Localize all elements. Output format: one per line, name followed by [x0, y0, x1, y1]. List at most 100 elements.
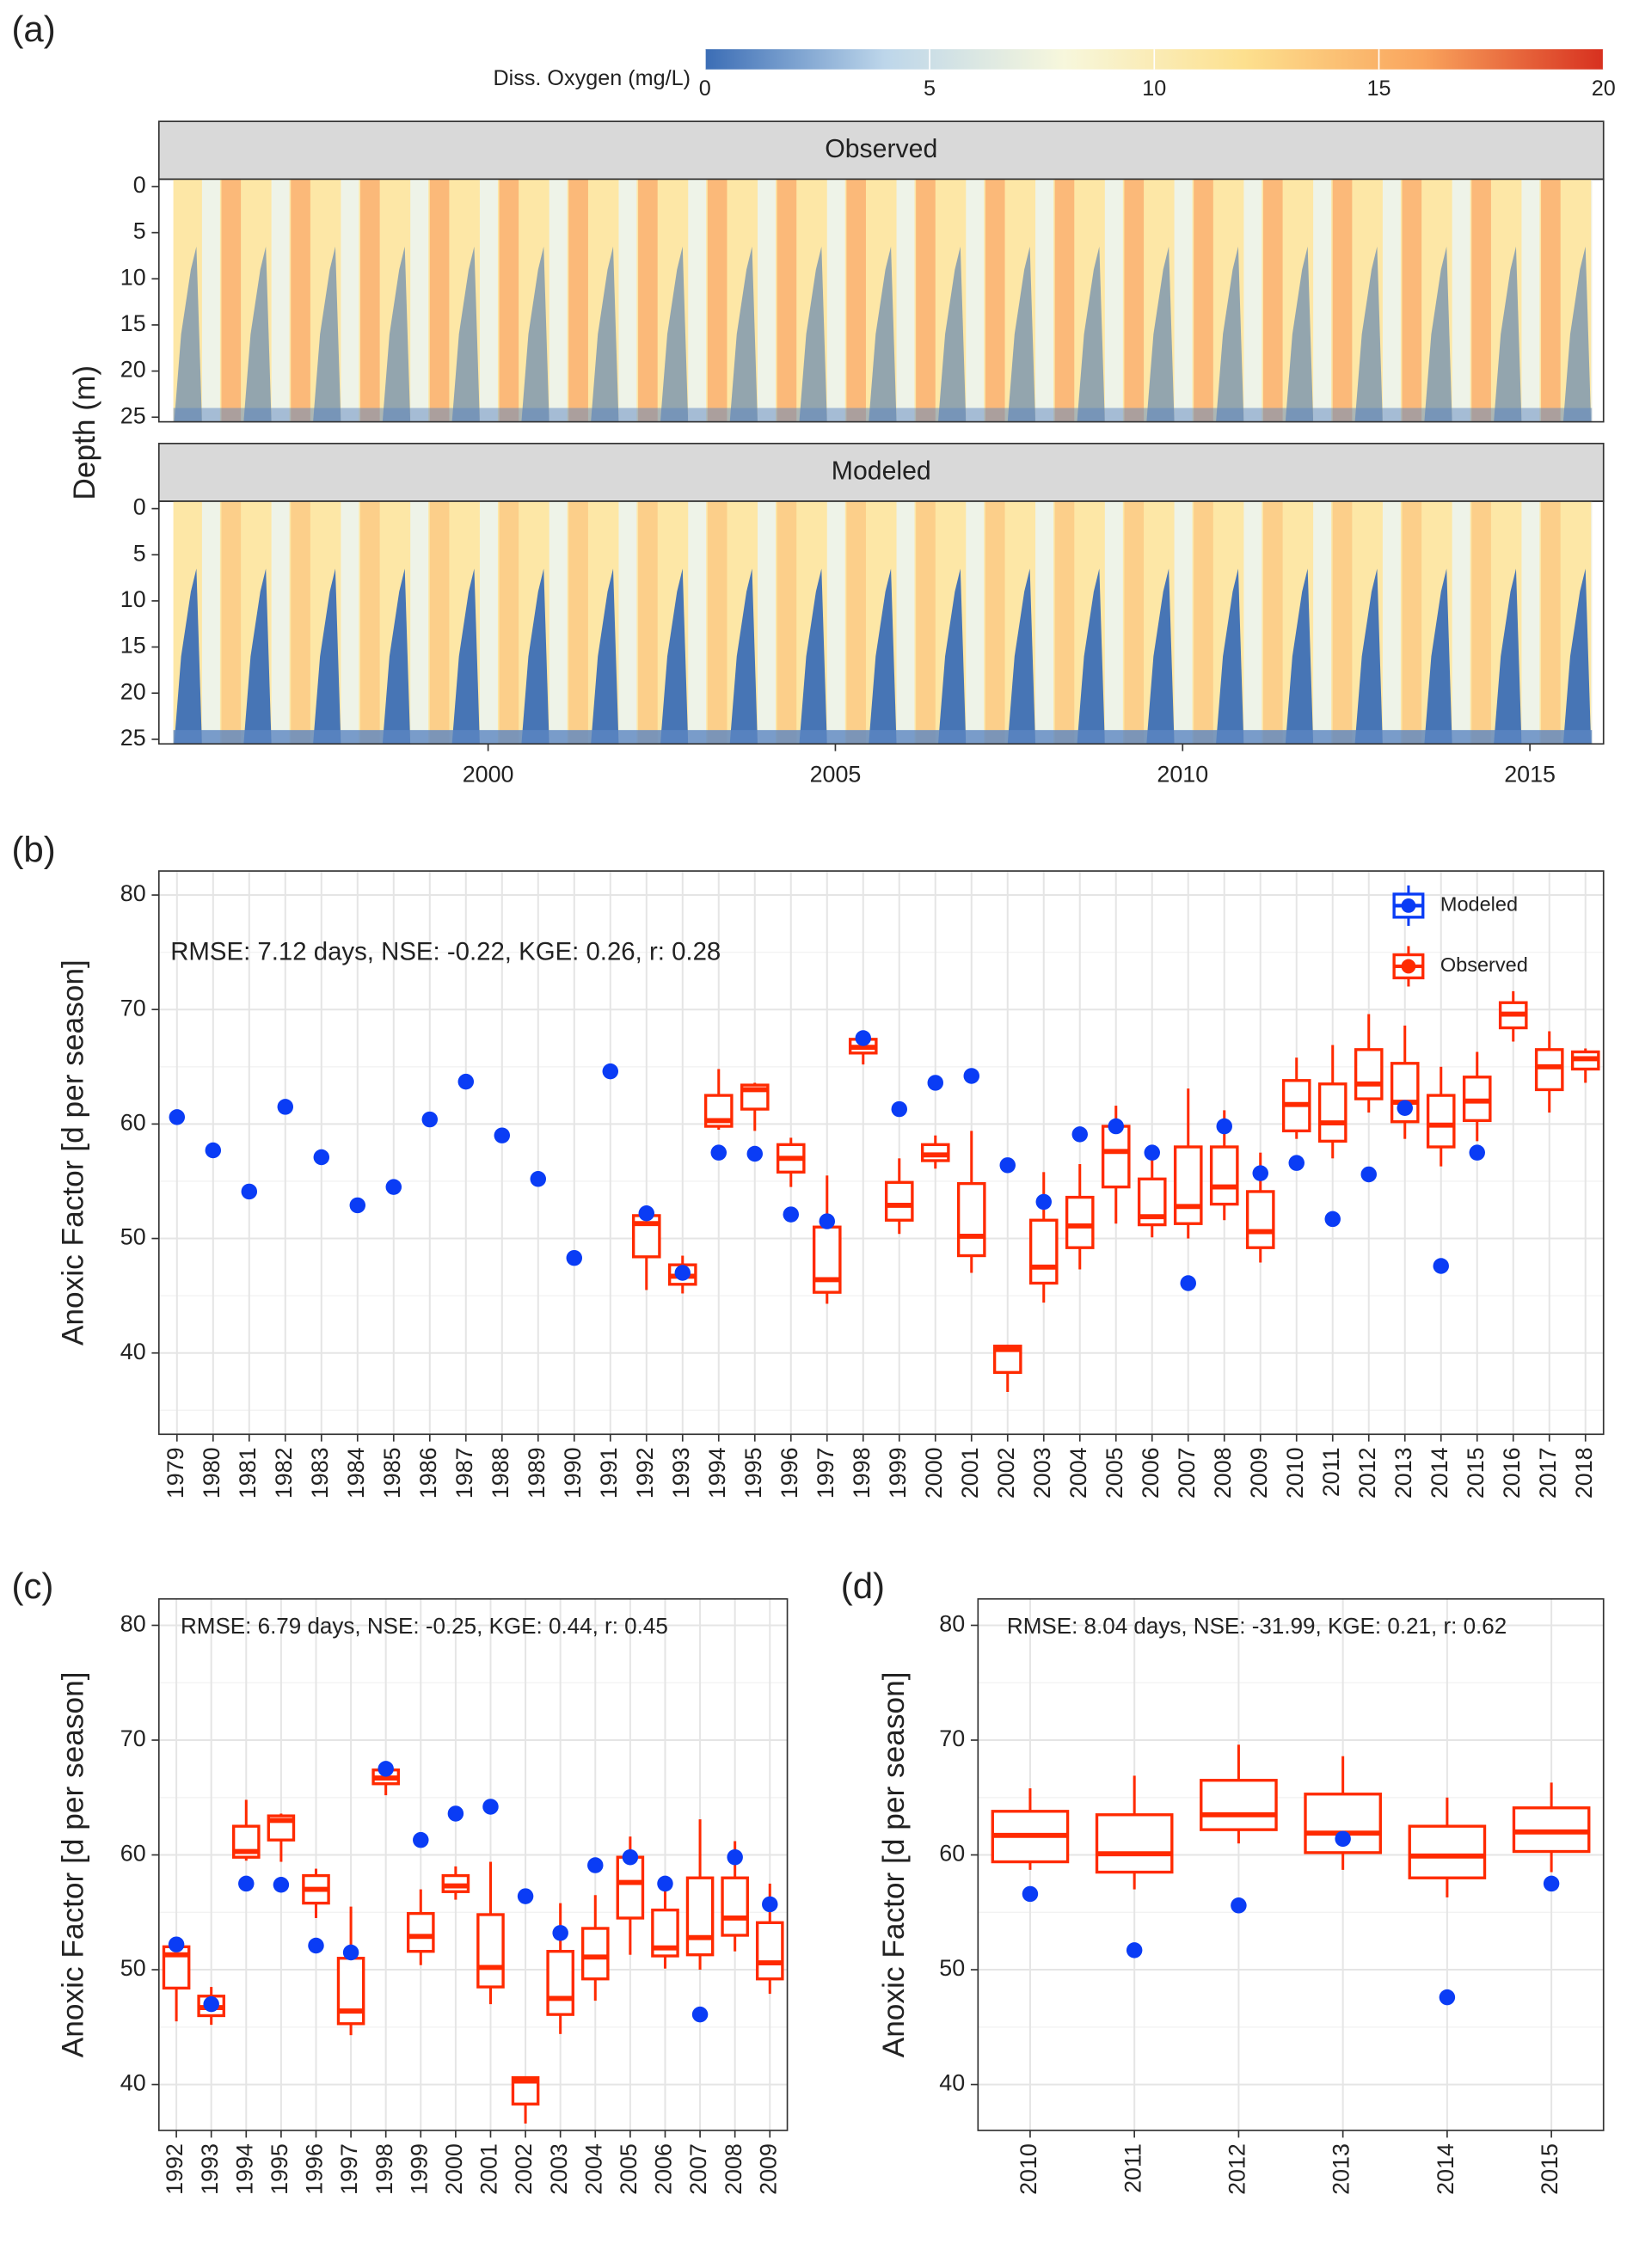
heatmap-winter — [132, 179, 150, 421]
heatmap-spring — [1541, 179, 1561, 422]
heatmap-winter — [1521, 501, 1540, 745]
heatmap-spring — [846, 179, 866, 422]
heatmap-anoxic — [1285, 246, 1314, 422]
x-tick-label: 1992 — [632, 1447, 658, 1499]
x-tick-label: 2013 — [1329, 2143, 1354, 2195]
heatmap-winter — [271, 501, 290, 745]
x-tick-label: 1995 — [267, 2143, 292, 2195]
colorbar-title: Diss. Oxygen (mg/L) — [493, 66, 691, 90]
annotation: RMSE: 8.04 days, NSE: -31.99, KGE: 0.21,… — [1007, 1613, 1507, 1639]
x-tick-label: 1989 — [524, 1447, 549, 1499]
panel-border — [157, 178, 1605, 423]
heatmap-spring — [1402, 179, 1422, 422]
heatmap-anoxic — [869, 246, 897, 422]
legend-label: Modeled — [1440, 893, 1518, 916]
y-tick-label: 60 — [120, 1841, 146, 1867]
modeled-point — [1397, 1100, 1413, 1116]
y-axis-title: Depth (m) — [68, 365, 101, 500]
modeled-point — [457, 1073, 475, 1090]
x-tick-label: 1996 — [302, 2143, 328, 2195]
y-tick-label: 50 — [120, 1224, 146, 1250]
y-tick-label: 10 — [120, 264, 146, 290]
x-tick-label: 2001 — [476, 2143, 502, 2195]
heatmap-winter — [410, 179, 429, 422]
x-tick-label: 2006 — [1138, 1447, 1163, 1499]
heatmap-spring — [777, 501, 797, 745]
modeled-point — [1324, 1211, 1341, 1228]
y-tick-label: 25 — [120, 402, 146, 428]
heatmap-winter — [201, 179, 220, 422]
modeled-point — [273, 1877, 290, 1893]
heatmap-winter — [966, 179, 985, 422]
box — [884, 1180, 914, 1222]
heatmap-spring — [1402, 501, 1422, 745]
heatmap-winter — [1313, 501, 1332, 745]
heatmap-spring — [1054, 179, 1075, 422]
panel-border — [977, 1597, 1605, 2131]
y-tick-label: 70 — [939, 1726, 965, 1751]
modeled-point — [203, 1995, 219, 2013]
heatmap-anoxic — [243, 246, 272, 422]
box — [231, 1824, 261, 1859]
x-tick-label: 2015 — [1537, 2143, 1562, 2195]
heatmap-anoxic — [660, 568, 689, 745]
heatmap-anoxic — [799, 246, 827, 422]
x-tick-label: 1998 — [849, 1447, 875, 1499]
heatmap-anoxic — [1077, 568, 1105, 745]
modeled-point — [1252, 1165, 1268, 1181]
y-tick-label: 0 — [133, 494, 146, 520]
x-tick-label: 2015 — [1463, 1447, 1489, 1499]
panel-label: (c) — [11, 1566, 53, 1606]
modeled-point — [1439, 1989, 1456, 2006]
facet-label: Observed — [825, 135, 937, 163]
x-tick-label: 1993 — [668, 1447, 694, 1499]
x-tick-label: 1980 — [199, 1447, 224, 1499]
heatmap-anoxic — [1216, 246, 1244, 422]
box — [476, 1913, 505, 1989]
heatmap-winter — [479, 179, 498, 422]
modeled-point — [1543, 1875, 1560, 1892]
heatmap-anoxic — [313, 246, 341, 422]
heatmap-anoxic — [1494, 568, 1522, 745]
y-tick-label: 25 — [120, 725, 146, 751]
heatmap-spring — [1194, 179, 1213, 422]
heatmap-spring — [707, 501, 727, 745]
heatmap-anoxic — [591, 246, 619, 422]
modeled-point — [746, 1145, 764, 1162]
modeled-point — [566, 1249, 583, 1266]
modeled-point — [1108, 1118, 1124, 1135]
colorbar-tick-label: 10 — [1142, 77, 1166, 101]
x-tick-label: 2015 — [1504, 761, 1556, 787]
heatmap-spring — [152, 179, 172, 421]
box — [1390, 1062, 1420, 1124]
heatmap-spring — [221, 179, 242, 422]
heatmap-spring — [429, 501, 450, 745]
box — [755, 1921, 784, 1981]
box — [721, 1876, 749, 1937]
x-tick-label: 1990 — [560, 1447, 586, 1499]
heatmap-bottom — [173, 730, 1593, 745]
facet-label: Modeled — [832, 457, 931, 485]
x-tick-label: 1983 — [307, 1447, 333, 1499]
box — [616, 1855, 645, 1920]
heatmap-spring — [499, 501, 519, 745]
modeled-point — [447, 1805, 464, 1822]
x-tick-label: 1982 — [271, 1447, 297, 1499]
x-tick-label: 1999 — [885, 1447, 911, 1499]
x-tick-label: 2004 — [580, 2143, 606, 2195]
box — [1534, 1048, 1564, 1092]
heatmap-anoxic — [1007, 568, 1036, 745]
x-tick-label: 2007 — [685, 2143, 711, 2195]
y-axis-title: Anoxic Factor [d per season] — [57, 959, 90, 1345]
x-tick-label: 2011 — [1120, 2143, 1145, 2193]
heatmap-anoxic — [313, 568, 341, 745]
y-tick-label: 60 — [120, 1109, 146, 1135]
heatmap-winter — [688, 179, 707, 422]
heatmap-winter — [618, 179, 637, 422]
heatmap-spring — [916, 179, 936, 422]
modeled-point — [169, 1109, 186, 1125]
heatmap-winter — [1382, 179, 1401, 422]
y-tick-label: 20 — [120, 678, 146, 704]
y-tick-label: 40 — [939, 2070, 965, 2096]
